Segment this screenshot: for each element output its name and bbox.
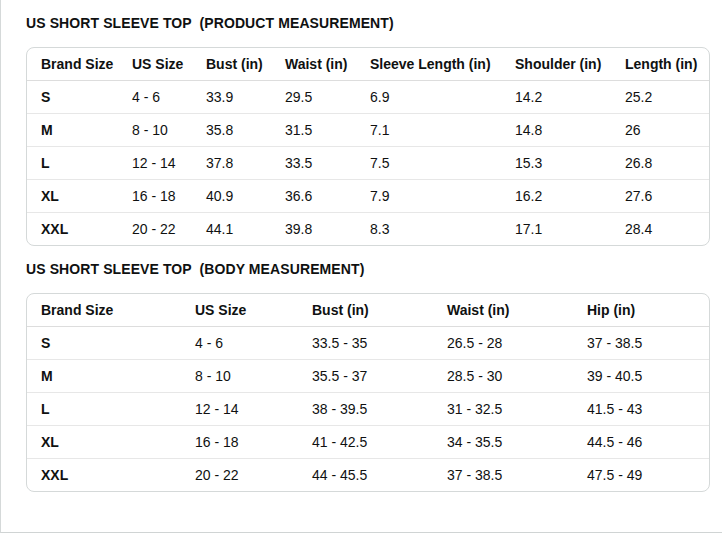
table-cell: 33.9: [192, 81, 271, 114]
column-header: Bust (in): [298, 294, 433, 327]
row-label: L: [27, 147, 118, 180]
table-cell: 25.2: [611, 81, 709, 114]
table-row: XXL20 - 2244 - 45.537 - 38.547.5 - 49: [27, 459, 709, 491]
table-cell: 38 - 39.5: [298, 393, 433, 426]
table-cell: 28.5 - 30: [433, 360, 573, 393]
table-cell: 4 - 6: [118, 81, 192, 114]
table-cell: 4 - 6: [181, 327, 298, 360]
table-cell: 14.8: [501, 114, 611, 147]
table-cell: 7.1: [356, 114, 501, 147]
table-cell: 16 - 18: [118, 180, 192, 213]
table-cell: 6.9: [356, 81, 501, 114]
table-cell: 33.5: [271, 147, 356, 180]
header-row: Brand SizeUS SizeBust (in)Waist (in)Slee…: [27, 48, 709, 81]
table-cell: 44.5 - 46: [573, 426, 709, 459]
column-header: Sleeve Length (in): [356, 48, 501, 81]
table-row: XL16 - 1840.936.67.916.227.6: [27, 180, 709, 213]
table-cell: 8 - 10: [181, 360, 298, 393]
product-measurement-section: US SHORT SLEEVE TOP (PRODUCT MEASUREMENT…: [26, 15, 708, 246]
row-label: S: [27, 327, 181, 360]
table-cell: 37.8: [192, 147, 271, 180]
row-label: XXL: [27, 459, 181, 491]
column-header: Waist (in): [433, 294, 573, 327]
row-label: S: [27, 81, 118, 114]
table-cell: 16 - 18: [181, 426, 298, 459]
table-cell: 12 - 14: [118, 147, 192, 180]
table-cell: 33.5 - 35: [298, 327, 433, 360]
table-cell: 47.5 - 49: [573, 459, 709, 491]
row-label: M: [27, 114, 118, 147]
table-cell: 39 - 40.5: [573, 360, 709, 393]
table-cell: 31 - 32.5: [433, 393, 573, 426]
table-cell: 26: [611, 114, 709, 147]
table-cell: 27.6: [611, 180, 709, 213]
row-label: M: [27, 360, 181, 393]
table-cell: 15.3: [501, 147, 611, 180]
table-row: S4 - 633.5 - 3526.5 - 2837 - 38.5: [27, 327, 709, 360]
table-cell: 20 - 22: [181, 459, 298, 491]
column-header: Brand Size: [27, 48, 118, 81]
table-cell: 40.9: [192, 180, 271, 213]
table-cell: 14.2: [501, 81, 611, 114]
row-label: XL: [27, 180, 118, 213]
column-header: Hip (in): [573, 294, 709, 327]
table-row: XL16 - 1841 - 42.534 - 35.544.5 - 46: [27, 426, 709, 459]
column-header: Brand Size: [27, 294, 181, 327]
table-cell: 16.2: [501, 180, 611, 213]
table-cell: 29.5: [271, 81, 356, 114]
table-cell: 44.1: [192, 213, 271, 245]
product-measurement-title: US SHORT SLEEVE TOP (PRODUCT MEASUREMENT…: [26, 15, 708, 31]
column-header: Waist (in): [271, 48, 356, 81]
table-cell: 8 - 10: [118, 114, 192, 147]
product-measurement-table-frame: Brand SizeUS SizeBust (in)Waist (in)Slee…: [26, 47, 710, 246]
table-cell: 12 - 14: [181, 393, 298, 426]
table-cell: 37 - 38.5: [573, 327, 709, 360]
table-cell: 34 - 35.5: [433, 426, 573, 459]
table-row: M8 - 1035.831.57.114.826: [27, 114, 709, 147]
table-cell: 39.8: [271, 213, 356, 245]
table-cell: 8.3: [356, 213, 501, 245]
column-header: Length (in): [611, 48, 709, 81]
body-measurement-table: Brand SizeUS SizeBust (in)Waist (in)Hip …: [27, 294, 709, 491]
table-row: S4 - 633.929.56.914.225.2: [27, 81, 709, 114]
row-label: XXL: [27, 213, 118, 245]
table-cell: 26.5 - 28: [433, 327, 573, 360]
table-cell: 31.5: [271, 114, 356, 147]
table-cell: 26.8: [611, 147, 709, 180]
table-cell: 37 - 38.5: [433, 459, 573, 491]
table-cell: 41 - 42.5: [298, 426, 433, 459]
table-cell: 17.1: [501, 213, 611, 245]
table-cell: 35.5 - 37: [298, 360, 433, 393]
table-row: XXL20 - 2244.139.88.317.128.4: [27, 213, 709, 245]
header-row: Brand SizeUS SizeBust (in)Waist (in)Hip …: [27, 294, 709, 327]
body-measurement-section: US SHORT SLEEVE TOP (BODY MEASUREMENT) B…: [26, 261, 708, 492]
size-chart-panel: US SHORT SLEEVE TOP (PRODUCT MEASUREMENT…: [0, 0, 722, 533]
product-measurement-table: Brand SizeUS SizeBust (in)Waist (in)Slee…: [27, 48, 709, 245]
table-cell: 7.5: [356, 147, 501, 180]
table-cell: 44 - 45.5: [298, 459, 433, 491]
row-label: L: [27, 393, 181, 426]
table-row: M8 - 1035.5 - 3728.5 - 3039 - 40.5: [27, 360, 709, 393]
table-row: L12 - 1438 - 39.531 - 32.541.5 - 43: [27, 393, 709, 426]
column-header: Shoulder (in): [501, 48, 611, 81]
table-row: L12 - 1437.833.57.515.326.8: [27, 147, 709, 180]
table-cell: 35.8: [192, 114, 271, 147]
table-cell: 36.6: [271, 180, 356, 213]
body-measurement-title: US SHORT SLEEVE TOP (BODY MEASUREMENT): [26, 261, 708, 277]
table-cell: 7.9: [356, 180, 501, 213]
column-header: US Size: [181, 294, 298, 327]
table-cell: 28.4: [611, 213, 709, 245]
row-label: XL: [27, 426, 181, 459]
column-header: Bust (in): [192, 48, 271, 81]
column-header: US Size: [118, 48, 192, 81]
table-cell: 20 - 22: [118, 213, 192, 245]
table-cell: 41.5 - 43: [573, 393, 709, 426]
body-measurement-table-frame: Brand SizeUS SizeBust (in)Waist (in)Hip …: [26, 293, 710, 492]
